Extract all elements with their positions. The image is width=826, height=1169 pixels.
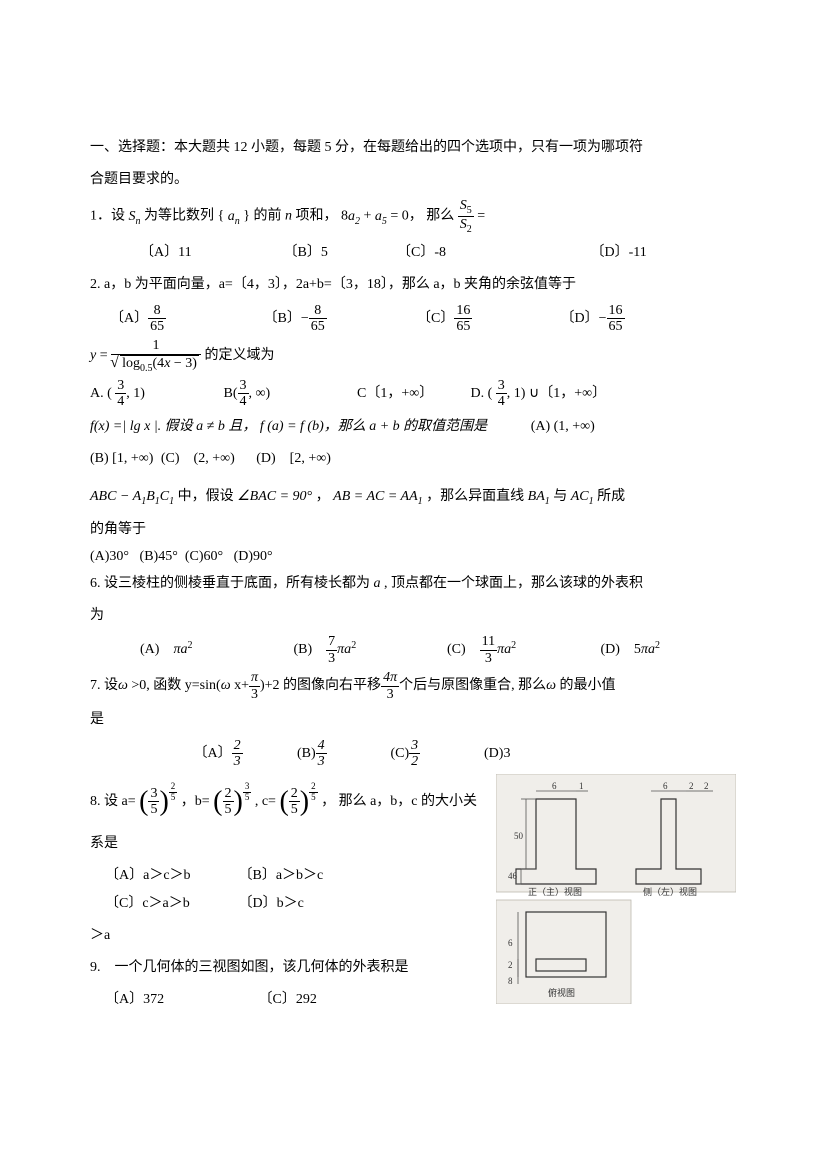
dim-6a: 6: [552, 781, 557, 791]
q5-line2: 的角等于: [90, 516, 736, 544]
q3-choices: A. ( 34, 1) B(34, ∞) C〔1，+∞〕 D. ( 34, 1)…: [90, 378, 736, 410]
q1-choice-b: 〔B〕5: [284, 239, 394, 267]
q4-choice-a: (A) (1, +∞): [531, 419, 595, 434]
front-view-label: 正（主）视图: [528, 886, 582, 897]
exam-page: 一、选择题：本大题共 12 小题，每题 5 分，在每题给出的四个选项中，只有一项…: [0, 0, 826, 1048]
q1-mid3: 项和， 8: [295, 209, 348, 224]
sqrt-icon: log0.5(4x − 3): [120, 355, 199, 374]
q4-choice-d: (D) [2, +∞): [256, 451, 331, 466]
q1-n: n: [285, 209, 292, 224]
q3-choice-d: D. ( 34, 1) ∪〔1，+∞〕: [471, 378, 607, 410]
q7-choice-d: (D)3: [484, 740, 510, 768]
side-view-label: 侧（左）视图: [643, 886, 697, 897]
q7-choice-b: (B)43: [297, 738, 387, 770]
top-view-label: 俯视图: [548, 987, 575, 998]
q1-mid2: } 的前: [243, 209, 281, 224]
q5-choice-b: (B)45°: [140, 549, 178, 564]
q3-choice-c: C〔1，+∞〕: [357, 380, 467, 408]
q8-choice-c: 〔C〕c＞a＞b: [105, 890, 235, 918]
q1-pre: 1．设: [90, 209, 125, 224]
q7-choice-c: (C)32: [391, 738, 481, 770]
q7-choices: 〔A〕23 (B)43 (C)32 (D)3: [90, 738, 736, 770]
question-2: 2. a，b 为平面向量，a=〔4，3〕，2a+b=〔3，18〕，那么 a，b …: [90, 271, 736, 299]
q8-term-3: (25)25: [279, 794, 317, 809]
q1-mid1: 为等比数列 {: [144, 209, 224, 224]
q2-choices: 〔A〕865 〔B〕−865 〔C〕1665 〔D〕−1665: [90, 303, 736, 335]
q1-choice-a: 〔A〕11: [140, 239, 280, 267]
q9-choice-c: 〔C〕292: [259, 986, 317, 1014]
q1-an: an: [228, 209, 240, 224]
q8-choice-d: 〔D〕b＞c: [239, 890, 304, 918]
q4-expr: f(x) =| lg x |. 假设 a ≠ b 且， f (a) = f (b…: [90, 419, 487, 434]
q2-choice-c: 〔C〕1665: [417, 303, 557, 335]
q1-ratio: S5 S2: [458, 198, 474, 235]
q7-choice-a: 〔A〕23: [194, 738, 294, 770]
q1-choice-d: 〔D〕-11: [591, 239, 647, 267]
three-view-figure: 50 46 6 1 正（主）视图 6 2 2 侧（左）视图: [496, 774, 736, 1015]
q1-choice-c: 〔C〕-8: [397, 239, 587, 267]
q3-choice-a: A. ( 34, 1): [90, 378, 220, 410]
q2-choice-a: 〔A〕865: [110, 303, 260, 335]
dim-2c: 2: [508, 960, 513, 970]
q8-term-2: (25)35: [213, 794, 251, 809]
question-1: 1．设 Sn 为等比数列 { an } 的前 n 项和， 8a2 + a5 = …: [90, 198, 736, 235]
dim-50: 50: [514, 831, 524, 841]
q6-choice-a: (A) πa2: [140, 636, 290, 665]
dim-6c: 6: [508, 938, 513, 948]
q2-choice-b: 〔B〕−865: [264, 303, 414, 335]
q6-choice-d: (D) 5πa2: [601, 636, 660, 665]
dim-6b: 6: [663, 781, 668, 791]
question-4: f(x) =| lg x |. 假设 a ≠ b 且， f (a) = f (b…: [90, 413, 736, 441]
q5-choice-a: (A)30°: [90, 549, 129, 564]
question-6: 6. 设三棱柱的侧棱垂直于底面，所有棱长都为 a , 顶点都在一个球面上，那么该…: [90, 570, 736, 598]
q3-choice-b: B(34, ∞): [224, 378, 354, 410]
q6-choice-b: (B) 73πa2: [294, 634, 444, 666]
dim-2a: 2: [689, 781, 694, 791]
dim-1: 1: [579, 781, 584, 791]
q9-choice-a: 〔A〕372: [105, 986, 255, 1014]
q5-choices: (A)30° (B)45° (C)60° (D)90°: [90, 548, 736, 566]
question-3: y = 1 log0.5(4x − 3) 的定义域为: [90, 338, 736, 373]
q6-line2: 为: [90, 602, 736, 630]
section-header-2: 合题目要求的。: [90, 166, 736, 194]
q7-line2: 是: [90, 706, 736, 734]
q5-choice-c: (C)60°: [185, 549, 223, 564]
q4-choice-b: (B) [1, +∞): [90, 451, 153, 466]
q5-choice-d: (D)90°: [234, 549, 273, 564]
q8-choice-a: 〔A〕a＞c＞b: [105, 862, 235, 890]
q8-choice-b: 〔B〕a＞b＞c: [239, 862, 369, 890]
q4-choices-rest: (B) [1, +∞) (C) (2, +∞) (D) [2, +∞): [90, 445, 736, 473]
dim-8: 8: [508, 976, 513, 986]
q4-choice-c: (C) (2, +∞): [161, 451, 235, 466]
q1-Sn: Sn: [129, 209, 141, 224]
question-7: 7. 设ω >0, 函数 y=sin(ω x+π3)+2 的图像向右平移4π3个…: [90, 670, 736, 702]
dim-2b: 2: [704, 781, 709, 791]
q1-choices: 〔A〕11 〔B〕5 〔C〕-8 〔D〕-11: [90, 239, 736, 267]
q3-main-frac: 1 log0.5(4x − 3): [111, 338, 201, 373]
three-view-svg: 50 46 6 1 正（主）视图 6 2 2 侧（左）视图: [496, 774, 736, 1004]
q6-choice-c: (C) 113πa2: [447, 634, 597, 666]
q6-choices: (A) πa2 (B) 73πa2 (C) 113πa2 (D) 5πa2: [90, 634, 736, 666]
q8-term-1: (35)25: [139, 794, 177, 809]
section-header-1: 一、选择题：本大题共 12 小题，每题 5 分，在每题给出的四个选项中，只有一项…: [90, 134, 736, 162]
dim-46: 46: [508, 871, 518, 881]
q2-choice-d: 〔D〕−1665: [561, 303, 625, 335]
question-5: ABC − A1B1C1 中，假设 ∠BAC = 90° ， AB = AC =…: [90, 483, 736, 512]
